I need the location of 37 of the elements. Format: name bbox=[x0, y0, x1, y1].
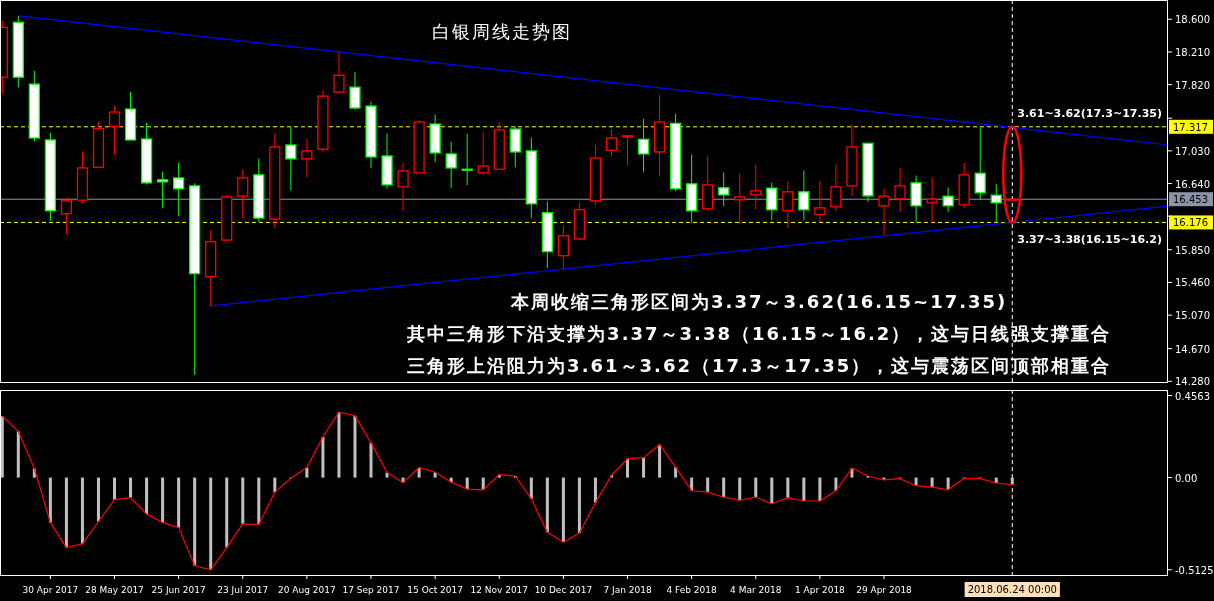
y-tick-label: 14.670 bbox=[1175, 343, 1210, 355]
y-tick-label: 0.00 bbox=[1175, 472, 1198, 484]
y-tick-label: 17.820 bbox=[1175, 79, 1210, 91]
y-tick-label: 0.4563 bbox=[1175, 390, 1210, 402]
y-tick-label: -0.5125 bbox=[1175, 564, 1214, 576]
text: 白银周线走势图 bbox=[432, 21, 573, 42]
x-tick-label: 7 Jan 2018 bbox=[603, 585, 652, 595]
y-tick-label: 16.640 bbox=[1175, 178, 1210, 190]
y-tick-label: 17.030 bbox=[1175, 145, 1210, 157]
x-tick-label: 4 Feb 2018 bbox=[666, 585, 718, 595]
ref-line-label: 16.453 bbox=[1173, 194, 1208, 206]
y-tick-label: 18.600 bbox=[1175, 14, 1210, 26]
ref-line-label: 16.176 bbox=[1173, 217, 1208, 229]
annotation: 其中三角形下沿支撑为3.37～3.38（16.15～16.2），这与日线强支撑重合 bbox=[406, 323, 1112, 344]
annotation: 3.37~3.38(16.15~16.2) bbox=[1017, 233, 1162, 247]
annotation: 三角形上沿阻力为3.61～3.62（17.3～17.35），这与震荡区间顶部相重合 bbox=[407, 355, 1112, 376]
x-tick-label: 10 Dec 2017 bbox=[534, 585, 593, 595]
ref-line-label: 2018.06.24 00:00 bbox=[967, 584, 1057, 595]
x-tick-label: 20 Aug 2017 bbox=[278, 585, 336, 595]
ref-line-label: 17.317 bbox=[1173, 121, 1208, 133]
x-tick-label: 12 Nov 2017 bbox=[470, 585, 529, 595]
annotation: 本周收缩三角形区间为3.37～3.62(16.15~17.35) bbox=[510, 291, 1008, 312]
annotation: 3.61~3.62(17.3~17.35) bbox=[1017, 106, 1162, 120]
x-tick-label: 30 Apr 2017 bbox=[22, 585, 79, 595]
x-tick-label: 4 Mar 2018 bbox=[730, 585, 782, 595]
y-tick-label: 15.460 bbox=[1175, 277, 1210, 289]
y-tick-label: 14.280 bbox=[1175, 376, 1210, 388]
x-tick-label: 23 Jul 2017 bbox=[217, 585, 269, 595]
x-tick-label: 15 Oct 2017 bbox=[407, 585, 463, 595]
x-tick-label: 28 May 2017 bbox=[85, 585, 144, 595]
x-tick-label: 25 Jun 2017 bbox=[151, 585, 206, 595]
y-tick-label: 18.210 bbox=[1175, 46, 1210, 58]
x-tick-label: 29 Apr 2018 bbox=[856, 585, 913, 595]
y-tick-label: 15.070 bbox=[1175, 310, 1210, 322]
y-tick-label: 15.850 bbox=[1175, 244, 1210, 256]
x-tick-label: 1 Apr 2018 bbox=[794, 585, 846, 595]
x-tick-label: 17 Sep 2017 bbox=[342, 585, 400, 595]
